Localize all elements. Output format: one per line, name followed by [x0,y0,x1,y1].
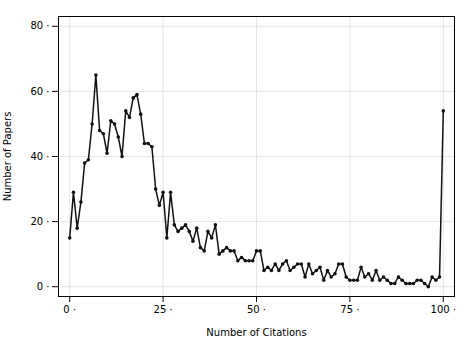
svg-text:50 ·: 50 · [247,304,266,315]
svg-text:Number of Citations: Number of Citations [206,327,306,338]
svg-text:25 ·: 25 · [154,304,173,315]
svg-text:40 ·: 40 · [30,151,49,162]
svg-text:75 ·: 75 · [340,304,359,315]
svg-text:0 ·: 0 · [37,281,50,292]
svg-text:60 ·: 60 · [30,86,49,97]
svg-text:Number of Papers: Number of Papers [2,112,13,202]
svg-text:80 ·: 80 · [30,20,49,31]
svg-text:20 ·: 20 · [30,216,49,227]
svg-text:0 ·: 0 · [63,304,76,315]
svg-text:100 ·: 100 · [431,304,456,315]
